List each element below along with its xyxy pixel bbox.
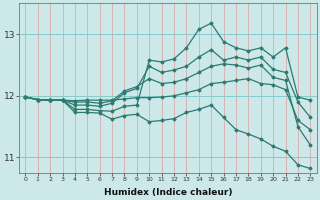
- X-axis label: Humidex (Indice chaleur): Humidex (Indice chaleur): [104, 188, 232, 197]
